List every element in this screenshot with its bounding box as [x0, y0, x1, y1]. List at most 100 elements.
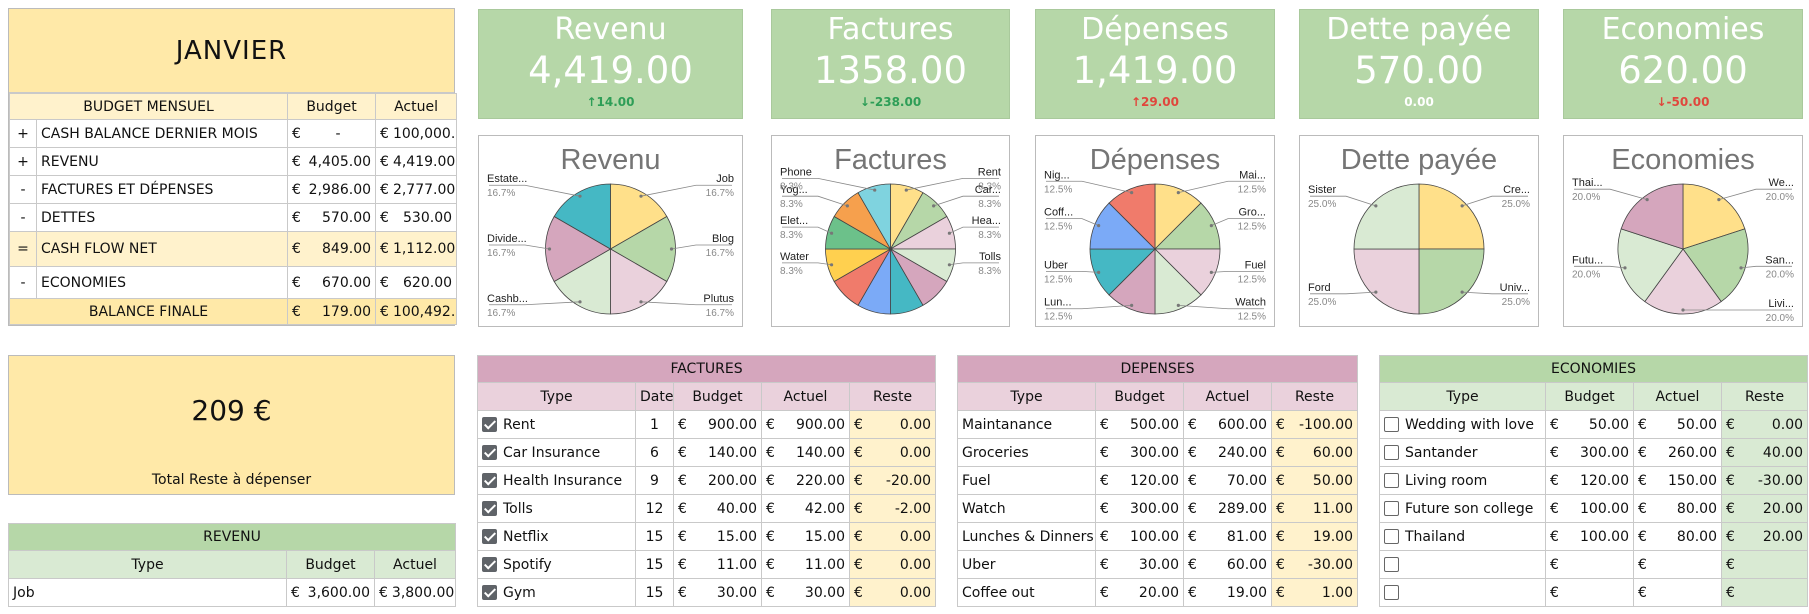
table-row[interactable]: Health Insurance 9 €200.00 €220.00 € -20.00 [477, 466, 937, 495]
pie-chart-economies[interactable]: Economies We... 20.0% San... 20.0% Livi... 20.… [1563, 135, 1803, 327]
pie-chart-revenu[interactable]: Revenu Job 16.7% Blog 16.7% Plutus 16.7% Cashb.… [478, 135, 743, 327]
row-reste[interactable]: € -2.00 [848, 494, 937, 523]
row-checkbox[interactable] [1384, 417, 1399, 432]
row-checkbox[interactable] [482, 417, 497, 432]
row-reste[interactable]: €0.00 [848, 410, 937, 439]
row-reste[interactable]: €20.00 [1720, 522, 1809, 551]
row-budget[interactable]: €15.00 [673, 522, 762, 551]
row-type[interactable]: Thailand [1379, 522, 1546, 551]
pie-chart-factures[interactable]: Factures Rent 8.3% Car... 8.3% Hea... 8.3% Toll… [771, 135, 1010, 327]
row-budget[interactable]: €300.00 [1095, 438, 1184, 467]
table-row[interactable]: Living room €120.00 €150.00 € -30.00 [1379, 466, 1809, 495]
row-type[interactable]: Living room [1379, 466, 1546, 495]
table-row[interactable]: Thailand €100.00 €80.00 €20.00 [1379, 522, 1809, 551]
row-reste[interactable]: € -30.00 [1270, 550, 1359, 579]
row-actual[interactable]: €81.00 [1183, 522, 1272, 551]
row-checkbox[interactable] [1384, 585, 1399, 600]
row-label[interactable]: CASH BALANCE DERNIER MOIS [35, 119, 289, 148]
budget-final-row[interactable]: BALANCE FINALE €179.00 €100,492.00 [8, 298, 458, 325]
row-budget[interactable]: €500.00 [1095, 410, 1184, 439]
row-actual[interactable]: €1,112.00 [375, 231, 458, 267]
row-budget[interactable]: €2,986.00 [287, 175, 377, 204]
row-actual[interactable]: €100,000.00 [375, 119, 458, 148]
budget-row[interactable]: + REVENU €4,405.00 €4,419.00 [9, 147, 458, 176]
row-type[interactable]: Groceries [957, 438, 1096, 467]
row-budget[interactable]: €20.00 [1095, 578, 1184, 607]
table-row[interactable]: Santander €300.00 €260.00 €40.00 [1379, 438, 1809, 467]
table-row[interactable]: Coffee out €20.00 €19.00 €1.00 [957, 578, 1359, 607]
row-type[interactable]: Spotify [477, 550, 636, 579]
row-actual[interactable]: €19.00 [1183, 578, 1272, 607]
row-budget[interactable]: € [1545, 550, 1634, 579]
row-actual[interactable]: €150.00 [1633, 466, 1722, 495]
row-actual[interactable]: €11.00 [761, 550, 850, 579]
row-checkbox[interactable] [1384, 557, 1399, 572]
row-budget[interactable]: €140.00 [673, 438, 762, 467]
row-actual[interactable]: €140.00 [761, 438, 850, 467]
row-actual[interactable]: € [1633, 550, 1722, 579]
row-checkbox[interactable] [1384, 445, 1399, 460]
table-row[interactable]: Tolls 12 €40.00 €42.00 € -2.00 [477, 494, 937, 523]
row-type[interactable]: Car Insurance [477, 438, 636, 467]
table-row[interactable]: € € € [1379, 578, 1809, 607]
row-budget[interactable]: €11.00 [673, 550, 762, 579]
row-actual[interactable]: €220.00 [761, 466, 850, 495]
pie-chart-depenses[interactable]: Dépenses Mai... 12.5% Gro... 12.5% Fuel 12.5% W… [1035, 135, 1275, 327]
row-reste[interactable]: €20.00 [1720, 494, 1809, 523]
row-type[interactable]: Health Insurance [477, 466, 636, 495]
row-checkbox[interactable] [482, 529, 497, 544]
row-actual[interactable]: €80.00 [1633, 494, 1722, 523]
row-date[interactable]: 15 [635, 550, 674, 579]
row-type[interactable] [1379, 578, 1546, 607]
table-row[interactable]: Gym 15 €30.00 €30.00 €0.00 [477, 578, 937, 607]
row-budget[interactable]: €100.00 [1545, 494, 1634, 523]
table-row[interactable]: Uber €30.00 €60.00 € -30.00 [957, 550, 1359, 579]
row-type[interactable]: Wedding with love [1379, 410, 1546, 439]
row-reste[interactable]: € [1720, 550, 1809, 579]
row-reste[interactable]: € -30.00 [1720, 466, 1809, 495]
row-actual[interactable]: €60.00 [1183, 550, 1272, 579]
row-budget[interactable]: €100.00 [1095, 522, 1184, 551]
row-reste[interactable]: € -100.00 [1270, 410, 1359, 439]
row-label[interactable]: CASH FLOW NET [35, 231, 289, 267]
row-date[interactable]: 1 [635, 410, 674, 439]
row-checkbox[interactable] [482, 501, 497, 516]
row-actual[interactable]: €289.00 [1183, 494, 1272, 523]
row-budget[interactable]: € [1545, 578, 1634, 607]
table-row[interactable]: Rent 1 €900.00 €900.00 €0.00 [477, 410, 937, 439]
row-budget[interactable]: €900.00 [673, 410, 762, 439]
row-budget[interactable]: €50.00 [1545, 410, 1634, 439]
revenue-actual[interactable]: €3,800.00 [373, 578, 457, 607]
row-actual[interactable]: €15.00 [761, 522, 850, 551]
row-checkbox[interactable] [482, 585, 497, 600]
row-label[interactable]: REVENU [35, 147, 289, 176]
row-actual[interactable]: €600.00 [1183, 410, 1272, 439]
row-label[interactable]: DETTES [35, 203, 289, 232]
row-actual[interactable]: €4,419.00 [375, 147, 458, 176]
row-budget[interactable]: €300.00 [1545, 438, 1634, 467]
row-reste[interactable]: €1.00 [1270, 578, 1359, 607]
row-date[interactable]: 12 [635, 494, 674, 523]
row-actual[interactable]: €620.00 [375, 266, 458, 299]
row-checkbox[interactable] [1384, 501, 1399, 516]
row-date[interactable]: 15 [635, 522, 674, 551]
row-checkbox[interactable] [482, 445, 497, 460]
pie-chart-dette-payee[interactable]: Dette payée Cre... 25.0% Univ... 25.0% Ford 25… [1299, 135, 1539, 327]
table-row[interactable]: Lunches & Dinners €100.00 €81.00 €19.00 [957, 522, 1359, 551]
row-type[interactable]: Fuel [957, 466, 1096, 495]
revenue-budget[interactable]: €3,600.00 [286, 578, 375, 607]
final-actual[interactable]: €100,492.00 [375, 298, 458, 325]
row-reste[interactable]: €40.00 [1720, 438, 1809, 467]
table-row[interactable]: Wedding with love €50.00 €50.00 €0.00 [1379, 410, 1809, 439]
table-row[interactable]: Spotify 15 €11.00 €11.00 €0.00 [477, 550, 937, 579]
row-type[interactable]: Santander [1379, 438, 1546, 467]
revenue-type[interactable]: Job [8, 578, 287, 607]
row-type[interactable]: Lunches & Dinners [957, 522, 1096, 551]
budget-row[interactable]: + CASH BALANCE DERNIER MOIS € - €100,000.… [9, 119, 458, 148]
table-row[interactable]: € € € [1379, 550, 1809, 579]
row-date[interactable]: 15 [635, 578, 674, 607]
table-row[interactable]: Groceries €300.00 €240.00 €60.00 [957, 438, 1359, 467]
final-budget[interactable]: €179.00 [287, 298, 377, 325]
row-checkbox[interactable] [1384, 473, 1399, 488]
row-budget[interactable]: €30.00 [1095, 550, 1184, 579]
